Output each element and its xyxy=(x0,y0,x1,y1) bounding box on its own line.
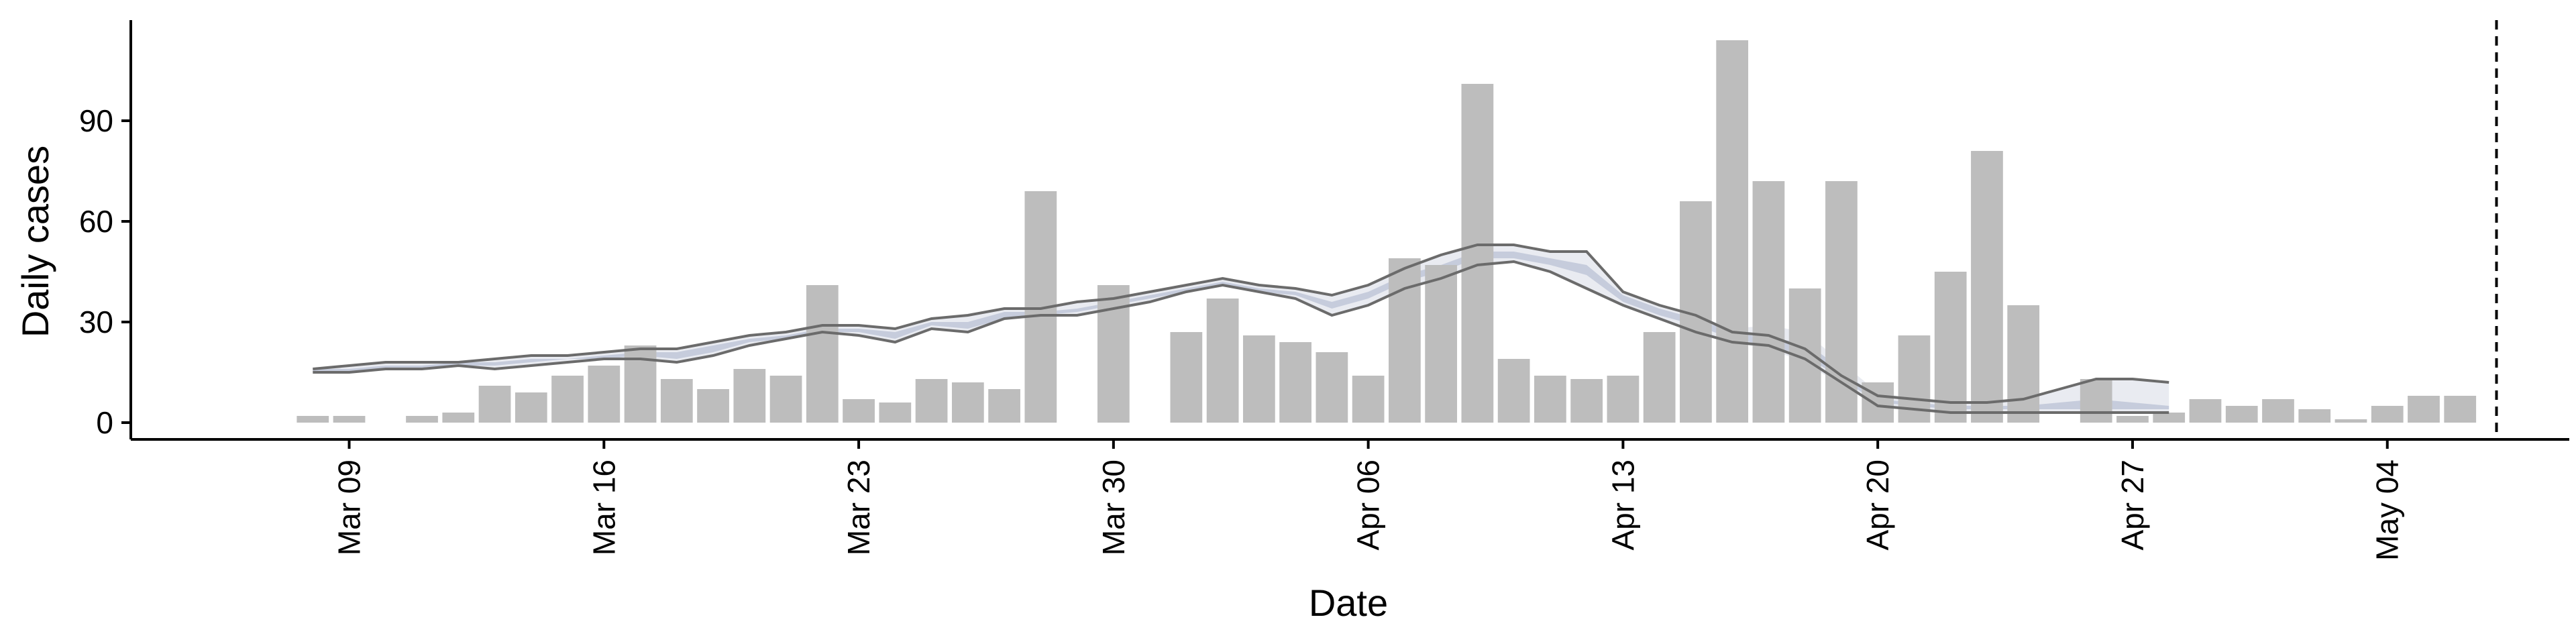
y-tick-label: 30 xyxy=(79,305,113,339)
estimate-upper-line xyxy=(313,244,2169,404)
case-bar xyxy=(1607,376,1640,423)
case-bar xyxy=(733,369,766,423)
x-tick-label: May 04 xyxy=(2370,460,2405,561)
case-bar xyxy=(588,366,621,423)
case-bar xyxy=(988,389,1020,423)
case-bar xyxy=(2007,305,2040,423)
case-bar xyxy=(806,285,839,423)
case-bar xyxy=(1206,299,1239,423)
case-bar xyxy=(624,345,657,423)
case-bar xyxy=(1934,272,1967,423)
case-bar xyxy=(843,399,875,423)
case-bar xyxy=(2153,413,2186,423)
case-bar xyxy=(2080,379,2112,423)
case-bar xyxy=(515,392,547,423)
x-tick-label: Apr 13 xyxy=(1605,460,1640,551)
case-bar xyxy=(697,389,729,423)
case-bar xyxy=(297,416,329,423)
case-bar xyxy=(951,382,984,423)
case-bar xyxy=(1461,84,1494,423)
x-tick-label: Apr 27 xyxy=(2115,460,2150,551)
case-bar xyxy=(2225,406,2258,423)
case-bar xyxy=(879,402,912,423)
case-bar xyxy=(915,379,948,423)
y-tick-label: 0 xyxy=(96,405,113,440)
y-axis-title: Daily cases xyxy=(14,146,56,337)
x-tick-label: Mar 23 xyxy=(841,460,876,555)
y-tick-label: 60 xyxy=(79,204,113,239)
x-tick-label: Apr 20 xyxy=(1860,460,1895,551)
case-bar xyxy=(1316,352,1348,423)
case-bar xyxy=(1242,335,1275,423)
case-bar xyxy=(1643,332,1676,423)
bars-layer xyxy=(297,40,2477,423)
case-bar xyxy=(1352,376,1385,423)
case-bar xyxy=(660,379,693,423)
case-bar xyxy=(1497,359,1530,423)
case-bar xyxy=(442,413,475,423)
lines-layer xyxy=(313,244,2169,414)
y-axis: 0 30 60 90 xyxy=(79,20,132,440)
x-tick-label: Apr 06 xyxy=(1351,460,1386,551)
case-bar xyxy=(1279,342,1311,423)
x-tick-label: Mar 09 xyxy=(332,460,367,555)
case-bar xyxy=(551,376,584,423)
y-tick-label: 90 xyxy=(79,103,113,138)
case-bar xyxy=(1752,181,1785,423)
x-tick-label: Mar 30 xyxy=(1096,460,1131,555)
case-bar xyxy=(406,416,438,423)
case-bar xyxy=(1716,40,1749,423)
case-bar xyxy=(2298,409,2331,423)
case-bar xyxy=(2334,419,2367,423)
case-bar xyxy=(1425,265,1458,423)
x-tick-label: Mar 16 xyxy=(586,460,621,555)
case-bar xyxy=(1534,376,1566,423)
case-bar xyxy=(1389,258,1421,423)
case-bar xyxy=(2408,396,2440,423)
case-bar xyxy=(2116,416,2149,423)
case-bar xyxy=(333,416,366,423)
case-bar xyxy=(1170,332,1203,423)
x-axis-title: Date xyxy=(1309,582,1388,624)
case-bar xyxy=(1825,181,1858,423)
case-bar xyxy=(1570,379,1603,423)
case-bar xyxy=(2189,399,2222,423)
estimate-lower-line xyxy=(313,260,2169,414)
case-bar xyxy=(2371,406,2404,423)
case-bar xyxy=(478,386,511,423)
case-bar xyxy=(2262,399,2294,423)
case-bar xyxy=(2444,396,2477,423)
case-bar xyxy=(769,376,802,423)
x-axis: Mar 09 Mar 16 Mar 23 Mar 30 Apr 06 Apr 13 Apr … xyxy=(131,438,2569,561)
case-bar xyxy=(1971,151,2003,423)
